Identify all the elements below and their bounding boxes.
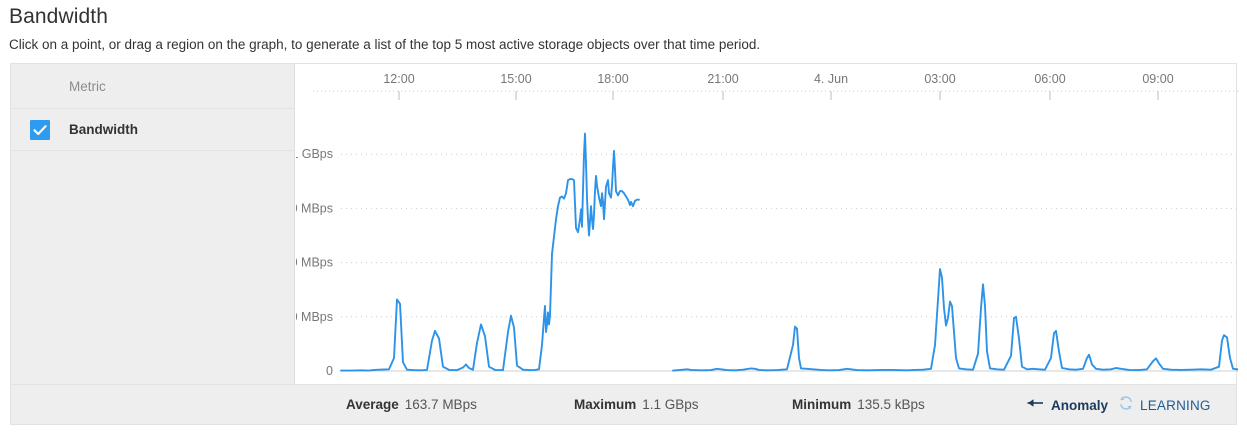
metric-sidebar: Metric Bandwidth: [11, 64, 295, 424]
stat-average-value: 163.7 MBps: [404, 397, 477, 412]
y-axis-tick-label: 750 MBps: [296, 201, 333, 215]
stat-average-label: Average: [346, 397, 399, 412]
x-axis-tick-label: 21:00: [707, 72, 738, 86]
x-axis-tick-label: 12:00: [383, 72, 414, 86]
y-axis-tick-label: 500 MBps: [296, 256, 333, 270]
bandwidth-line-chart[interactable]: 0 250 MBps 500 MBps 750 MBps 1 GBps 12:00 15:0…: [296, 64, 1238, 385]
stat-average: Average 163.7 MBps: [346, 397, 477, 412]
data-line-bandwidth[interactable]: [672, 268, 1238, 372]
chart-area[interactable]: 0 250 MBps 500 MBps 750 MBps 1 GBps 12:00 15:0…: [296, 64, 1238, 424]
metric-column-header: Metric: [11, 64, 294, 109]
stat-maximum-label: Maximum: [574, 397, 637, 412]
x-axis-tick-label: 18:00: [597, 72, 628, 86]
stat-maximum: Maximum 1.1 GBps: [574, 397, 699, 412]
stat-minimum-value: 135.5 kBps: [857, 397, 925, 412]
checkbox-checked-icon[interactable]: [30, 120, 50, 140]
x-axis-tick-label: 15:00: [500, 72, 531, 86]
sidebar-item-label: Bandwidth: [69, 122, 138, 137]
anomaly-label: Anomaly: [1051, 397, 1109, 413]
refresh-icon: [1118, 395, 1134, 416]
y-axis-tick-label: 250 MBps: [296, 310, 333, 324]
data-line-bandwidth[interactable]: [340, 132, 640, 372]
x-axis-tick-label: 06:00: [1034, 72, 1065, 86]
learning-status: LEARNING: [1140, 397, 1211, 413]
anomaly-legend[interactable]: Anomaly LEARNING: [1026, 395, 1211, 416]
stat-minimum: Minimum 135.5 kBps: [792, 397, 925, 412]
metric-column-header-label: Metric: [69, 79, 106, 94]
x-axis-tick-label: 03:00: [924, 72, 955, 86]
sidebar-item-bandwidth[interactable]: Bandwidth: [11, 109, 294, 151]
x-axis-tick-label: 09:00: [1142, 72, 1173, 86]
anomaly-arrow-icon: [1026, 396, 1044, 414]
x-axis-tick-label: 4. Jun: [814, 72, 848, 86]
stat-maximum-value: 1.1 GBps: [642, 397, 699, 412]
y-axis-tick-label: 0: [326, 364, 333, 378]
y-axis-tick-label: 1 GBps: [296, 147, 333, 161]
bandwidth-card: Metric Bandwidth 0 250 MBps 500 MBps 750 MB…: [10, 63, 1238, 425]
chart-footer: Average 163.7 MBps Maximum 1.1 GBps Minimu…: [11, 384, 1236, 424]
page-subtitle: Click on a point, or drag a region on th…: [9, 37, 761, 52]
stat-minimum-label: Minimum: [792, 397, 852, 412]
page-title: Bandwidth: [9, 5, 108, 28]
